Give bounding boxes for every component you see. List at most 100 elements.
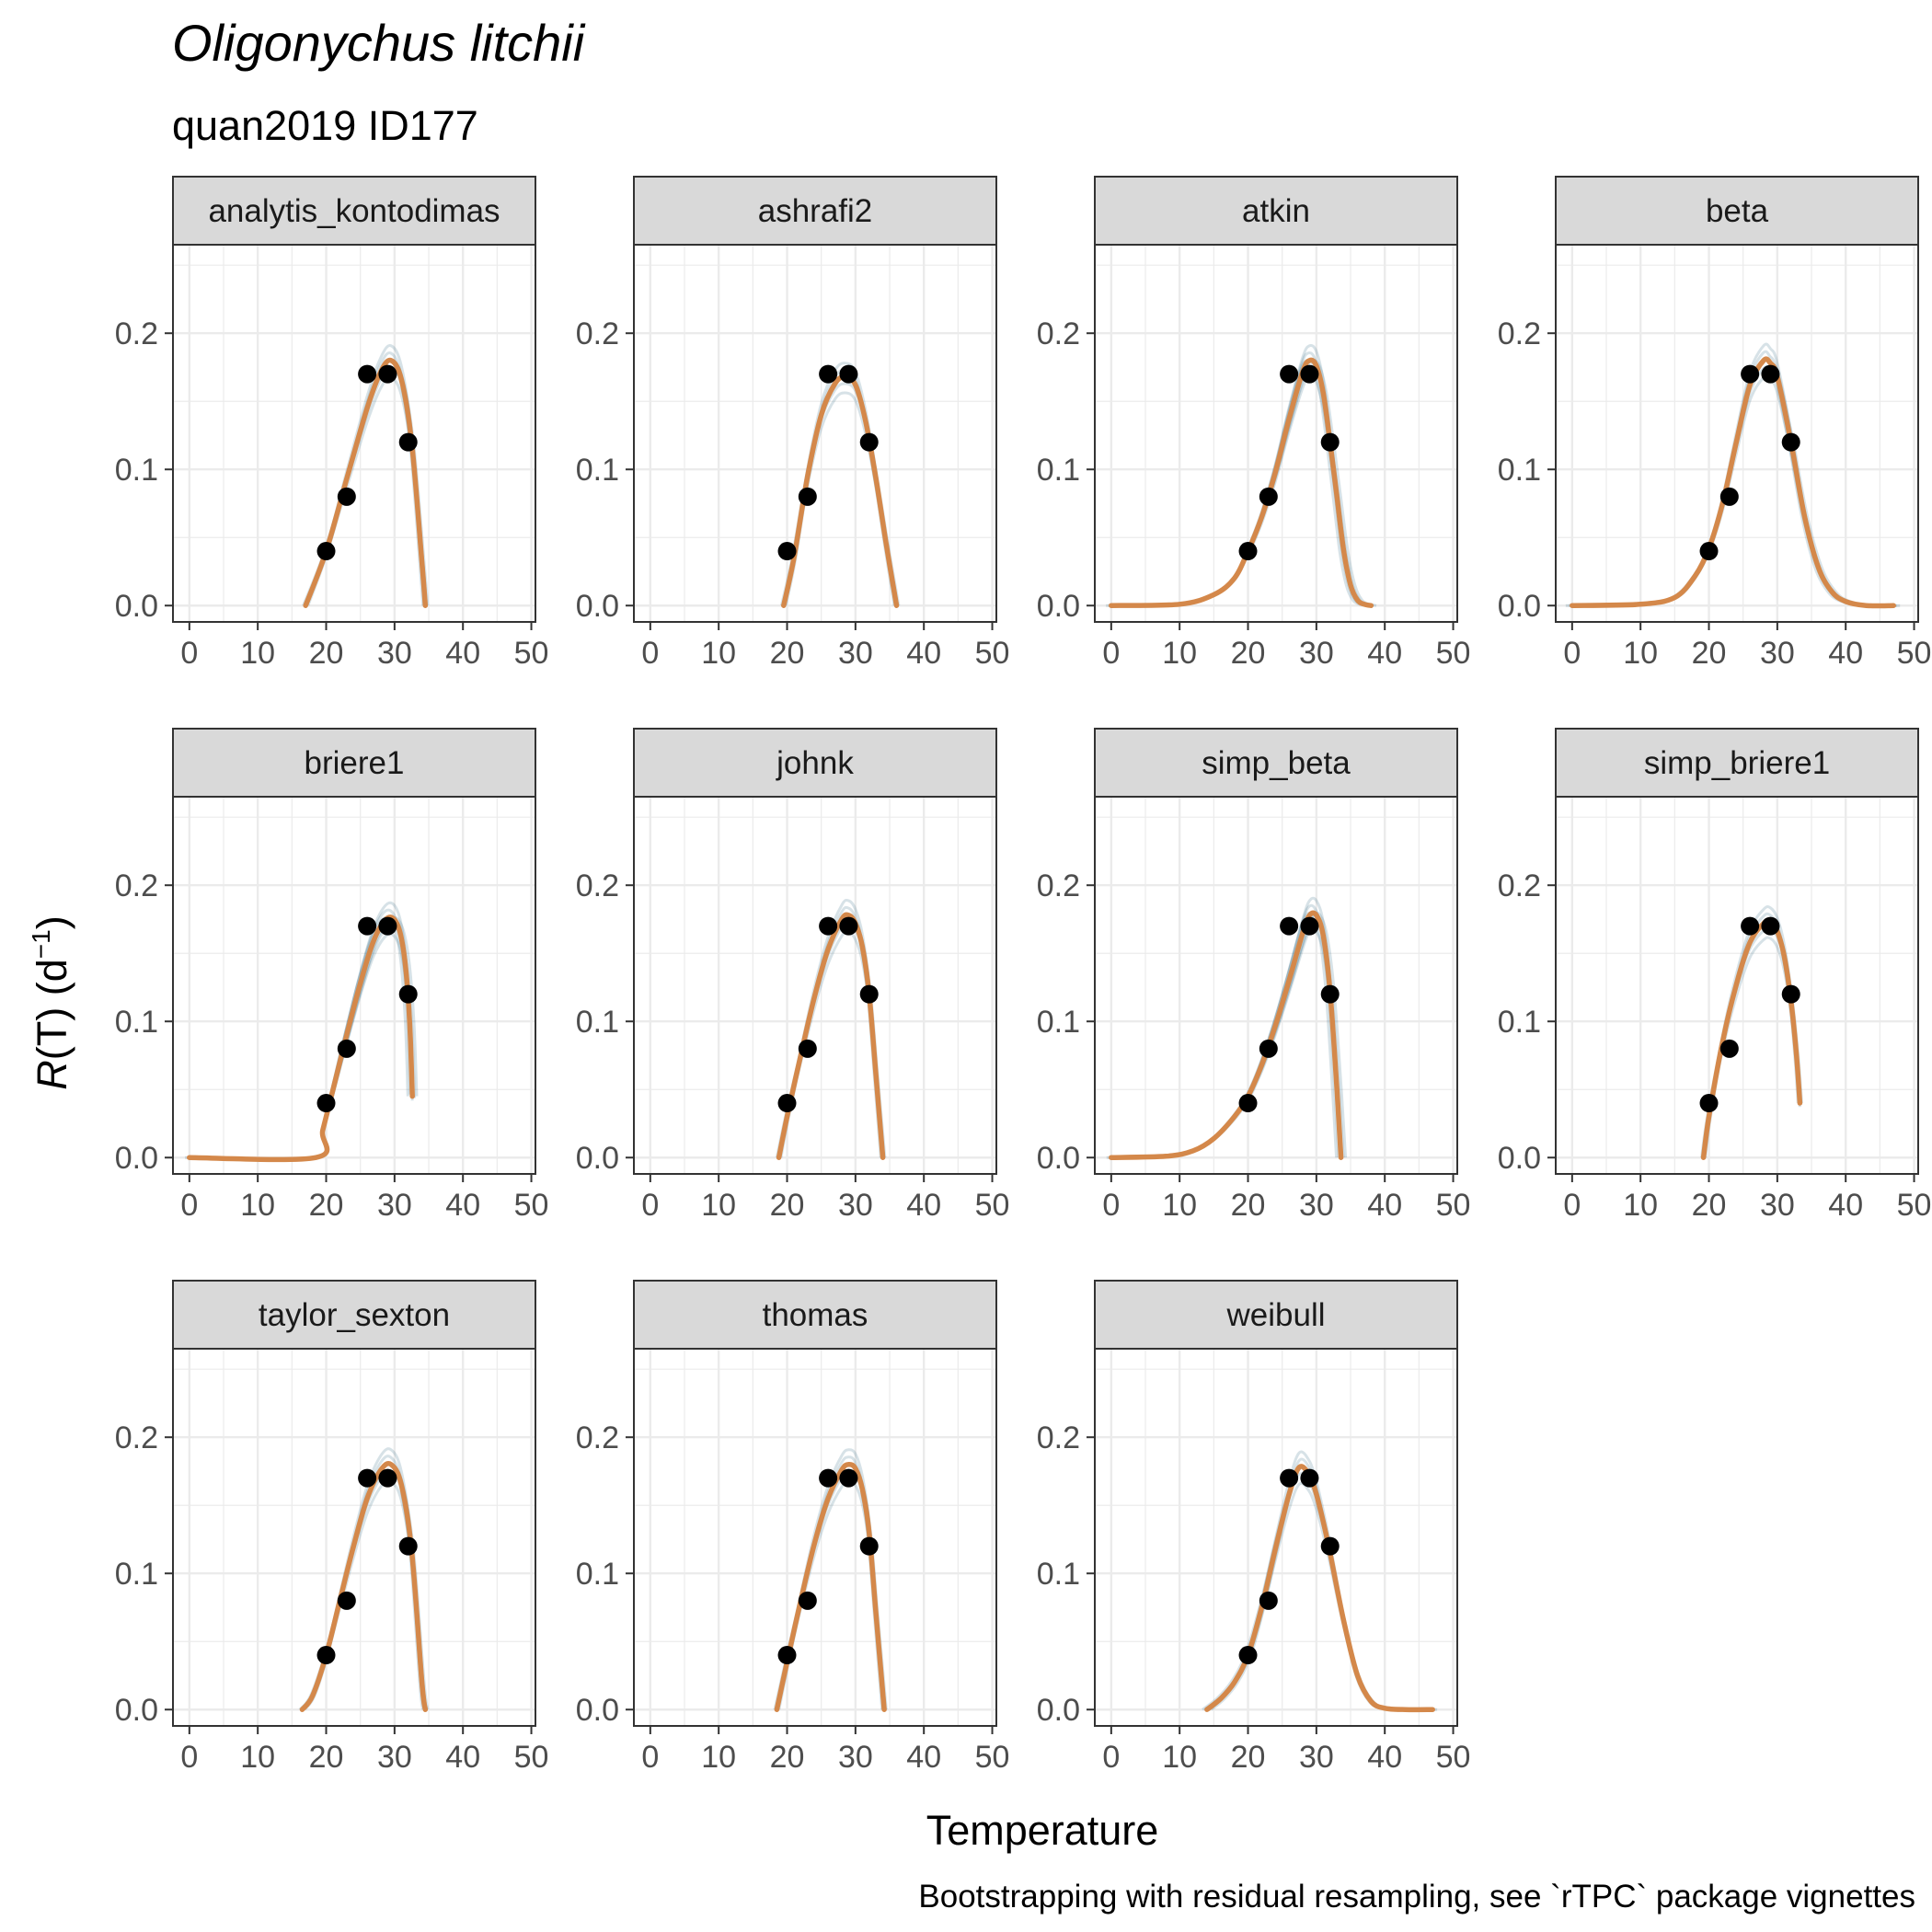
data-point — [1300, 1468, 1319, 1488]
fitted-curve — [1570, 356, 1896, 609]
panel-background — [173, 797, 535, 1174]
panel-border — [1094, 244, 1458, 623]
x-tick-label: 40 — [1828, 636, 1863, 671]
panel-background — [173, 245, 535, 622]
facet-strip — [633, 1280, 997, 1350]
y-tick-label: 0.2 — [115, 1420, 158, 1455]
y-axis-label-exponent: −1 — [27, 929, 55, 959]
data-point — [1259, 1591, 1278, 1610]
data-point — [1320, 984, 1340, 1004]
y-tick-label: 0.2 — [576, 316, 619, 351]
x-tick-label: 50 — [514, 1188, 549, 1223]
x-tick-label: 20 — [309, 1740, 344, 1775]
data-point — [1781, 984, 1800, 1004]
data-point — [819, 916, 838, 936]
panel-border — [172, 1348, 536, 1727]
y-tick-label: 0.0 — [576, 589, 619, 624]
data-point — [839, 364, 858, 384]
x-tick-label: 40 — [906, 636, 941, 671]
data-point — [1280, 916, 1299, 936]
x-tick-label: 10 — [701, 636, 736, 671]
x-tick-label: 0 — [180, 1740, 198, 1775]
facet-panel-thomas: thomas 0 10 20 30 40 50 0.0 0.1 0.2 — [576, 1280, 1010, 1775]
x-tick-label: 0 — [641, 636, 659, 671]
x-tick-label: 20 — [1231, 1740, 1266, 1775]
y-axis-label-open: (T) (d — [29, 959, 75, 1060]
x-tick-label: 0 — [1102, 1740, 1120, 1775]
data-point — [1259, 487, 1278, 506]
x-tick-label: 0 — [180, 636, 198, 671]
curves-group — [775, 898, 887, 1160]
y-tick-label: 0.1 — [576, 453, 619, 488]
data-point — [859, 1536, 879, 1556]
x-axis-label: Temperature — [926, 1807, 1159, 1854]
data-point — [859, 984, 879, 1004]
x-tick-label: 20 — [770, 636, 805, 671]
x-tick-label: 0 — [641, 1188, 659, 1223]
x-tick-label: 30 — [1760, 636, 1795, 671]
panel-border — [633, 244, 997, 623]
y-tick-label: 0.0 — [115, 1693, 158, 1728]
data-point — [316, 1094, 336, 1113]
data-point — [1699, 1094, 1719, 1113]
x-tick-label: 10 — [1162, 636, 1197, 671]
curves-group — [184, 901, 419, 1163]
x-tick-label: 20 — [309, 636, 344, 671]
panel-background — [1095, 797, 1457, 1174]
x-tick-label: 30 — [1299, 1188, 1334, 1223]
data-point — [819, 364, 838, 384]
facet-strip — [1094, 1280, 1458, 1350]
facet-strip — [172, 1280, 536, 1350]
x-tick-label: 10 — [240, 636, 275, 671]
facet-strip-label: weibull — [1226, 1297, 1326, 1333]
x-tick-label: 10 — [1162, 1188, 1197, 1223]
y-tick-label: 0.0 — [115, 589, 158, 624]
data-point — [378, 916, 397, 936]
x-tick-label: 0 — [1102, 1188, 1120, 1223]
x-tick-label: 40 — [445, 1740, 480, 1775]
fitted-curve — [1109, 357, 1374, 608]
panel-border — [1094, 796, 1458, 1175]
data-point — [1719, 1039, 1739, 1058]
panel-border — [1555, 796, 1919, 1175]
x-tick-label: 40 — [445, 636, 480, 671]
x-tick-label: 50 — [975, 1740, 1010, 1775]
x-tick-label: 50 — [1897, 636, 1932, 671]
data-point — [1300, 916, 1319, 936]
data-point — [798, 1591, 817, 1610]
x-tick-label: 30 — [1299, 1740, 1334, 1775]
data-point — [398, 1536, 418, 1556]
panel-border — [172, 244, 536, 623]
x-tick-label: 0 — [641, 1740, 659, 1775]
x-tick-label: 30 — [838, 1740, 873, 1775]
facet-strip-label: beta — [1706, 193, 1769, 229]
y-tick-label: 0.1 — [1498, 1005, 1541, 1040]
data-point — [1259, 1039, 1278, 1058]
x-tick-label: 50 — [1436, 636, 1471, 671]
data-point — [1320, 1536, 1340, 1556]
data-point — [337, 487, 356, 506]
y-tick-label: 0.1 — [1498, 453, 1541, 488]
facet-strip-label: taylor_sexton — [259, 1297, 450, 1333]
x-tick-label: 50 — [975, 636, 1010, 671]
y-tick-label: 0.0 — [576, 1693, 619, 1728]
facet-panel-analytis_kontodimas: analytis_kontodimas 0 10 20 30 40 50 0.0 0.1 0.2 — [115, 176, 548, 671]
y-tick-label: 0.0 — [576, 1141, 619, 1176]
x-tick-label: 20 — [770, 1740, 805, 1775]
y-tick-label: 0.1 — [115, 1005, 158, 1040]
y-tick-label: 0.0 — [115, 1141, 158, 1176]
facet-panel-weibull: weibull 0 10 20 30 40 50 0.0 0.1 0.2 — [1037, 1280, 1470, 1775]
data-point — [1699, 542, 1719, 561]
fitted-curve — [303, 357, 429, 608]
facet-strip — [172, 728, 536, 798]
x-tick-label: 20 — [1692, 636, 1727, 671]
x-tick-label: 40 — [445, 1188, 480, 1223]
data-point — [798, 1039, 817, 1058]
x-tick-label: 50 — [1897, 1188, 1932, 1223]
data-point — [839, 1468, 858, 1488]
x-tick-label: 20 — [1692, 1188, 1727, 1223]
x-tick-label: 30 — [838, 636, 873, 671]
x-tick-label: 0 — [180, 1188, 198, 1223]
x-tick-label: 30 — [838, 1188, 873, 1223]
